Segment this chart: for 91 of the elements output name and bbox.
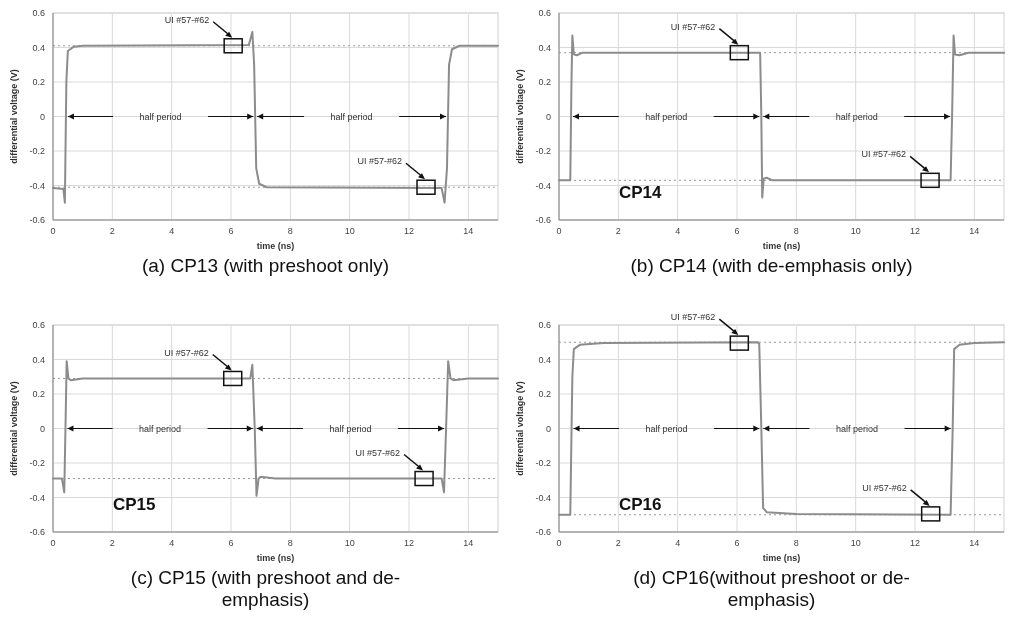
- annotation: UI #57-#62: [670, 21, 716, 32]
- x-tick-label: 0: [50, 538, 56, 548]
- text: (a) CP13 (with preshoot only): [141, 255, 390, 276]
- x-tick-label: 14: [969, 226, 980, 236]
- x-tick-label: 12: [909, 226, 921, 236]
- x-tick-label: 8: [793, 226, 799, 236]
- x-tick-label: 4: [675, 538, 681, 548]
- y-tick-label: -0.2: [29, 146, 45, 157]
- y-tick-label: 0: [39, 423, 45, 434]
- y-tick-label: -0.2: [535, 146, 551, 157]
- annotation: UI #57-#62: [164, 14, 210, 25]
- x-tick-label: 8: [793, 538, 799, 548]
- y-tick-label: 0.4: [538, 42, 551, 53]
- x-tick-label: 2: [615, 226, 621, 236]
- x-tick-label: 6: [734, 226, 740, 236]
- annotation: half period: [139, 423, 182, 434]
- y-tick-label: -0.6: [29, 215, 45, 226]
- annotation: UI #57-#62: [355, 447, 401, 458]
- annotation: CP16: [619, 495, 662, 514]
- y-tick-label: 0: [545, 111, 551, 122]
- x-tick-label: 0: [50, 226, 56, 236]
- annotation: half period: [835, 111, 878, 122]
- x-axis-title: time (ns): [762, 553, 801, 563]
- y-tick-label: 0.2: [538, 389, 551, 400]
- y-tick-label: -0.4: [535, 180, 551, 191]
- x-tick-label: 6: [228, 226, 234, 236]
- annotation: half period: [330, 111, 373, 122]
- y-tick-label: 0.6: [538, 320, 551, 331]
- annotation: UI #57-#62: [357, 156, 403, 167]
- annotation: half period: [139, 111, 182, 122]
- x-tick-label: 10: [344, 538, 355, 548]
- y-tick-label: 0: [39, 111, 45, 122]
- x-tick-label: 14: [969, 538, 980, 548]
- x-tick-label: 4: [675, 226, 681, 236]
- x-tick-label: 10: [850, 226, 861, 236]
- x-tick-label: 14: [463, 226, 474, 236]
- y-tick-label: 0.2: [32, 389, 45, 400]
- x-tick-label: 10: [850, 538, 861, 548]
- annotation: CP15: [113, 495, 156, 514]
- x-tick-label: 6: [734, 538, 740, 548]
- x-axis-title: time (ns): [256, 241, 295, 251]
- y-tick-label: -0.2: [29, 458, 45, 469]
- y-tick-label: 0.6: [538, 8, 551, 19]
- y-axis-title: differential voltage (V): [9, 69, 19, 164]
- y-tick-label: 0.6: [32, 8, 45, 19]
- x-tick-label: 4: [169, 538, 175, 548]
- y-tick-label: -0.6: [535, 527, 551, 538]
- y-axis-title: differential voltage (V): [515, 381, 525, 476]
- y-tick-label: -0.4: [29, 492, 45, 503]
- text: (d) CP16(without preshoot or de-emphasis): [633, 567, 910, 610]
- x-tick-label: 2: [615, 538, 621, 548]
- x-tick-label: 8: [287, 538, 293, 548]
- y-tick-label: -0.4: [535, 492, 551, 503]
- annotation: CP14: [619, 183, 663, 202]
- x-tick-label: 12: [403, 226, 415, 236]
- x-tick-label: 0: [556, 226, 562, 236]
- y-tick-label: -0.4: [29, 180, 45, 191]
- y-tick-label: 0.6: [32, 320, 45, 331]
- annotation: half period: [645, 111, 688, 122]
- annotation: half period: [645, 423, 688, 434]
- x-tick-label: 2: [109, 538, 115, 548]
- x-tick-label: 6: [228, 538, 234, 548]
- x-tick-label: 14: [463, 538, 474, 548]
- x-tick-label: 10: [344, 226, 355, 236]
- text: (c) CP15 (with preshoot and de-emphasis): [130, 567, 401, 610]
- y-tick-label: 0.2: [538, 77, 551, 88]
- y-tick-label: -0.6: [29, 527, 45, 538]
- x-axis-title: time (ns): [762, 241, 801, 251]
- x-tick-label: 12: [909, 538, 921, 548]
- text: UI #57-#62: [670, 312, 716, 323]
- x-tick-label: 8: [287, 226, 293, 236]
- annotation: half period: [835, 423, 879, 434]
- y-tick-label: 0.4: [32, 42, 45, 53]
- annotation: UI #57-#62: [862, 483, 907, 494]
- x-axis-title: time (ns): [256, 553, 295, 563]
- x-tick-label: 12: [403, 538, 415, 548]
- x-tick-label: 0: [556, 538, 562, 548]
- text: (b) CP14 (with de-emphasis only): [630, 255, 913, 276]
- y-tick-label: 0.2: [32, 77, 45, 88]
- x-tick-label: 2: [109, 226, 115, 236]
- y-tick-label: -0.2: [535, 458, 551, 469]
- y-tick-label: 0.4: [32, 354, 45, 365]
- y-axis-title: differential voltage (V): [515, 69, 525, 164]
- annotation: UI #57-#62: [861, 149, 907, 160]
- y-tick-label: 0.4: [538, 354, 551, 365]
- y-tick-label: 0: [545, 423, 551, 434]
- y-tick-label: -0.6: [535, 215, 551, 226]
- annotation: half period: [329, 423, 372, 434]
- x-tick-label: 4: [169, 226, 175, 236]
- annotation: UI #57-#62: [164, 347, 209, 358]
- y-axis-title: differential voltage (V): [9, 381, 19, 476]
